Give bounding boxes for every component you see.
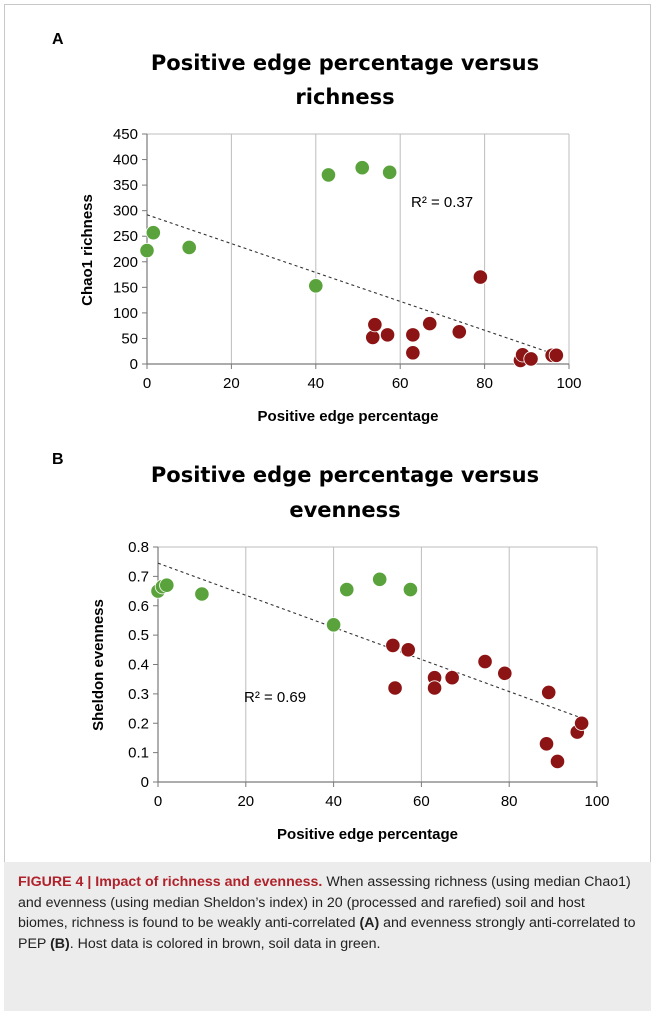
data-point-b-s1-9 bbox=[541, 684, 557, 701]
y-tick-label-b-8: 0.8 bbox=[128, 539, 149, 556]
chart-title-line-a-2: richness bbox=[295, 85, 394, 109]
x-tick-label-b-5: 100 bbox=[584, 793, 609, 810]
x-tick-label-a-2: 40 bbox=[307, 375, 324, 392]
y-axis-title-b: Sheldon evenness bbox=[90, 599, 107, 731]
x-tick-label-b-1: 20 bbox=[237, 793, 254, 810]
data-point-a-s0-0 bbox=[139, 242, 155, 259]
chart-title-line-b-1: Positive edge percentage versus bbox=[151, 463, 539, 487]
y-tick-label-a-7: 350 bbox=[113, 177, 138, 194]
data-point-a-s0-5 bbox=[354, 160, 370, 176]
trendline-b bbox=[157, 562, 585, 720]
caption-text-3: . Host data is colored in brown, soil da… bbox=[69, 935, 381, 952]
y-tick-label-a-8: 400 bbox=[113, 152, 138, 169]
panel-label-a: A bbox=[52, 31, 64, 48]
caption-ref-a: (A) bbox=[359, 915, 380, 931]
data-point-a-s1-0 bbox=[365, 329, 381, 346]
y-tick-label-a-3: 150 bbox=[113, 279, 138, 296]
chart-a-richness: A Positive edge percentage versus richness… bbox=[52, 31, 582, 425]
trendline-a bbox=[146, 214, 557, 356]
data-point-b-s1-0 bbox=[385, 637, 401, 654]
y-tick-label-b-4: 0.4 bbox=[128, 657, 149, 674]
data-point-b-s0-7 bbox=[402, 581, 419, 598]
y-tick-label-a-0: 0 bbox=[130, 356, 138, 373]
data-point-a-s1-7 bbox=[472, 269, 488, 285]
caption-text-1: When assessing richness (using median Ch… bbox=[18, 874, 631, 931]
caption-ref-b: (B) bbox=[50, 935, 70, 952]
r-squared-label-b: R² = 0.69 bbox=[244, 689, 306, 706]
data-point-a-s1-3 bbox=[405, 327, 421, 343]
data-point-a-s0-4 bbox=[320, 167, 337, 183]
data-point-a-s1-2 bbox=[379, 327, 396, 343]
data-point-b-s1-8 bbox=[538, 736, 555, 752]
x-tick-label-a-1: 20 bbox=[223, 375, 240, 392]
y-tick-label-b-6: 0.6 bbox=[128, 598, 149, 615]
data-point-b-s1-4 bbox=[426, 680, 443, 696]
chart-title-b: Positive edge percentage versus evenness bbox=[151, 463, 539, 522]
y-tick-label-b-3: 0.3 bbox=[128, 686, 149, 703]
x-tick-label-b-3: 60 bbox=[413, 793, 430, 810]
x-axis-title-a: Positive edge percentage bbox=[258, 408, 439, 425]
data-point-b-s1-7 bbox=[497, 665, 513, 681]
data-point-a-s1-4 bbox=[405, 345, 421, 361]
y-tick-label-b-7: 0.7 bbox=[128, 568, 149, 585]
y-tick-label-a-9: 450 bbox=[113, 126, 138, 143]
data-point-b-s0-5 bbox=[339, 581, 355, 598]
y-tick-label-a-2: 100 bbox=[113, 305, 138, 322]
data-point-b-s1-5 bbox=[444, 670, 460, 686]
data-point-b-s0-4 bbox=[325, 617, 342, 633]
data-point-b-s1-2 bbox=[400, 642, 416, 658]
x-tick-label-b-2: 40 bbox=[325, 793, 342, 810]
y-tick-label-a-1: 50 bbox=[121, 330, 138, 347]
chart-title-line-b-2: evenness bbox=[289, 498, 400, 522]
x-tick-label-a-3: 60 bbox=[392, 375, 409, 392]
panel-label-b: B bbox=[52, 451, 64, 468]
data-point-a-s0-6 bbox=[382, 164, 398, 180]
y-tick-label-b-1: 0.1 bbox=[128, 745, 149, 762]
caption-lead: FIGURE 4 | Impact of richness and evenne… bbox=[18, 874, 323, 890]
chart-title-a: Positive edge percentage versus richness bbox=[151, 51, 539, 109]
data-point-b-s0-2 bbox=[159, 577, 175, 593]
caption-text-2: and evenness strongly anti-correlated to… bbox=[18, 915, 636, 952]
y-axis-title-a: Chao1 richness bbox=[79, 194, 96, 306]
chart-b-evenness: B Positive edge percentage versus evenness… bbox=[52, 451, 610, 843]
y-tick-label-b-2: 0.2 bbox=[128, 715, 149, 732]
x-tick-label-b-0: 0 bbox=[154, 793, 162, 810]
data-point-a-s1-12 bbox=[548, 347, 564, 363]
data-point-b-s1-1 bbox=[387, 680, 403, 696]
data-point-b-s0-6 bbox=[372, 571, 388, 587]
y-tick-label-b-5: 0.5 bbox=[128, 627, 149, 644]
data-point-a-s1-10 bbox=[523, 351, 539, 367]
caption-background bbox=[4, 862, 651, 1011]
x-tick-label-a-4: 80 bbox=[476, 375, 493, 392]
data-point-a-s1-1 bbox=[367, 317, 383, 333]
x-axis-title-b: Positive edge percentage bbox=[277, 826, 458, 843]
data-point-b-s0-3 bbox=[194, 586, 210, 602]
data-point-a-s0-2 bbox=[181, 239, 197, 256]
r-squared-label-a: R² = 0.37 bbox=[411, 194, 473, 211]
x-tick-label-a-0: 0 bbox=[143, 375, 151, 392]
data-point-a-s1-5 bbox=[422, 316, 438, 332]
data-point-b-s1-6 bbox=[477, 653, 493, 670]
figure-caption: FIGURE 4 | Impact of richness and evenne… bbox=[18, 872, 638, 954]
y-tick-label-a-6: 300 bbox=[113, 203, 138, 220]
x-tick-label-b-4: 80 bbox=[501, 793, 518, 810]
data-point-b-s1-12 bbox=[574, 715, 590, 731]
data-point-a-s0-1 bbox=[145, 225, 161, 241]
y-tick-label-a-4: 200 bbox=[113, 254, 138, 271]
data-point-a-s1-6 bbox=[451, 324, 467, 340]
y-tick-label-b-0: 0 bbox=[141, 774, 149, 791]
data-point-a-s0-3 bbox=[308, 278, 324, 294]
y-tick-label-a-5: 250 bbox=[113, 228, 138, 245]
chart-title-line-a-1: Positive edge percentage versus bbox=[151, 51, 539, 75]
x-tick-label-a-5: 100 bbox=[556, 375, 581, 392]
data-point-b-s1-10 bbox=[549, 753, 566, 770]
